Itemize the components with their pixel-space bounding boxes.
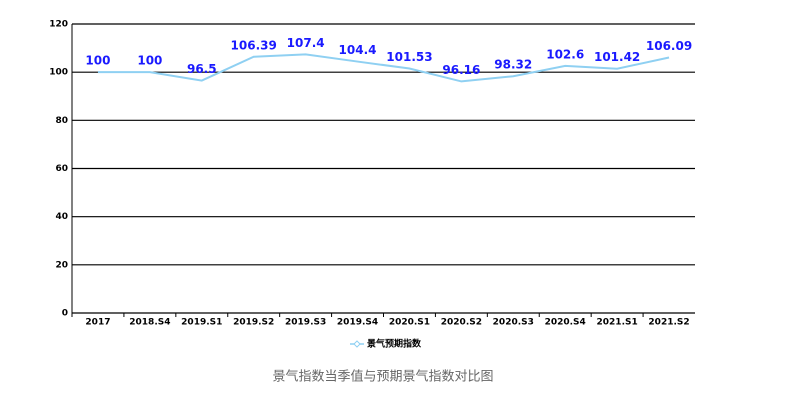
- x-tick-label: 2021.S2: [648, 318, 689, 328]
- x-tick-label: 2019.S4: [337, 318, 378, 328]
- x-tick-label: 2019.S3: [285, 318, 326, 328]
- data-label: 102.6: [546, 47, 584, 61]
- y-tick-label: 40: [55, 212, 68, 222]
- y-tick-label: 120: [49, 20, 68, 30]
- data-label: 106.39: [231, 38, 277, 52]
- x-tick-label: 2017: [85, 318, 110, 328]
- data-label: 100: [85, 54, 110, 68]
- data-label: 101.53: [386, 50, 432, 64]
- x-tick-label: 2018.S4: [129, 318, 170, 328]
- y-tick-label: 100: [49, 68, 68, 78]
- chart-caption: 景气指数当季值与预期景气指数对比图: [272, 369, 493, 385]
- x-tick-label: 2020.S3: [493, 318, 534, 328]
- data-label: 98.32: [494, 58, 532, 72]
- data-label: 107.4: [287, 36, 325, 50]
- data-line: [97, 53, 670, 83]
- x-tick-label: 2019.S1: [181, 318, 222, 328]
- x-tick-label: 2021.S1: [597, 318, 638, 328]
- data-label: 100: [137, 54, 162, 68]
- x-tick-label: 2020.S1: [389, 318, 430, 328]
- data-label: 104.4: [339, 43, 377, 57]
- legend-marker: [353, 340, 361, 348]
- y-tick-label: 60: [55, 164, 68, 174]
- legend-label: 景气预期指数: [367, 338, 422, 350]
- data-label: 101.42: [594, 50, 640, 64]
- x-tick-label: 2020.S4: [545, 318, 586, 328]
- x-tick-label: 2019.S2: [233, 318, 274, 328]
- y-tick-label: 20: [55, 260, 68, 270]
- data-label: 106.09: [646, 39, 692, 53]
- x-tick-label: 2020.S2: [441, 318, 482, 328]
- y-tick-label: 0: [62, 309, 68, 319]
- data-label: 96.5: [187, 62, 217, 76]
- data-label: 96.16: [442, 63, 480, 77]
- y-tick-label: 80: [55, 116, 68, 126]
